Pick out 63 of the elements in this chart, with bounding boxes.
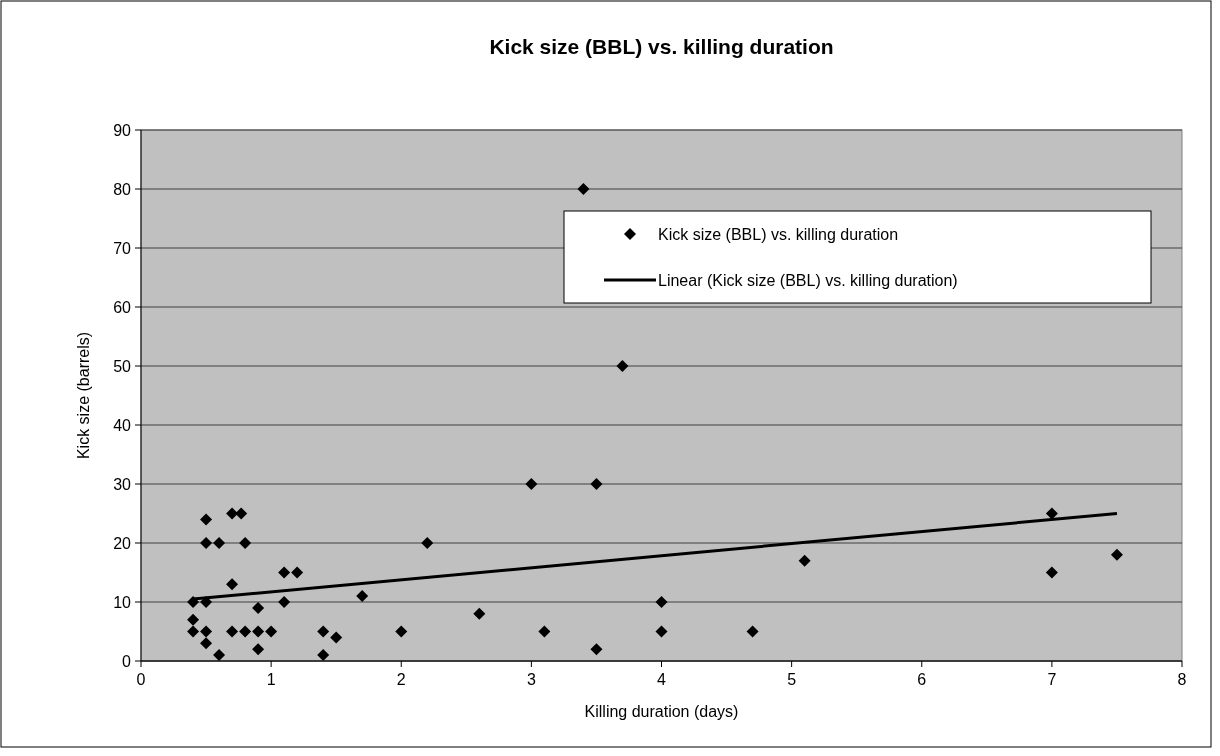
chart-title: Kick size (BBL) vs. killing duration — [489, 35, 834, 58]
point — [395, 625, 408, 638]
x-tick-label: 1 — [266, 671, 276, 688]
x-tick-label: 6 — [917, 671, 927, 688]
point — [200, 637, 213, 650]
legend-label: Kick size (BBL) vs. killing duration — [658, 226, 899, 243]
point — [265, 625, 278, 638]
y-tick-label: 10 — [113, 594, 132, 611]
point — [213, 537, 226, 549]
x-tick-label: 7 — [1047, 671, 1057, 688]
point — [590, 643, 603, 656]
point — [421, 537, 434, 549]
point — [655, 625, 668, 638]
point — [200, 537, 213, 549]
point — [538, 625, 551, 638]
point — [252, 643, 265, 656]
y-tick-label: 80 — [113, 181, 132, 198]
point — [200, 625, 213, 638]
point — [291, 566, 304, 579]
y-tick-label: 50 — [113, 358, 132, 375]
point — [235, 507, 248, 520]
x-axis-title: Killing duration (days) — [584, 703, 739, 720]
x-tick-label: 3 — [526, 671, 536, 688]
point — [330, 631, 343, 644]
y-tick-label: 70 — [113, 240, 132, 257]
point — [577, 183, 590, 195]
point — [252, 601, 265, 614]
point — [278, 566, 291, 579]
point — [278, 596, 291, 608]
y-tick-label: 30 — [113, 476, 132, 493]
point — [200, 513, 213, 526]
point — [317, 625, 330, 638]
y-tick-label: 0 — [122, 653, 132, 670]
y-tick-label: 90 — [113, 122, 132, 139]
point — [473, 607, 486, 620]
y-tick-label: 60 — [113, 299, 132, 316]
point — [525, 478, 538, 490]
point — [317, 649, 330, 662]
y-tick-label: 20 — [113, 535, 132, 552]
point — [226, 625, 239, 638]
point — [226, 578, 239, 591]
point — [1045, 566, 1058, 579]
legend-label: Linear (Kick size (BBL) vs. killing duration) — [658, 272, 958, 289]
x-tick-label: 8 — [1177, 671, 1187, 688]
x-tick-label: 2 — [396, 671, 406, 688]
point — [187, 613, 200, 626]
point — [213, 649, 226, 662]
x-tick-label: 0 — [136, 671, 146, 688]
x-tick-label: 5 — [787, 671, 797, 688]
x-tick-label: 4 — [657, 671, 667, 688]
point — [252, 625, 265, 638]
point — [239, 625, 252, 638]
point — [590, 478, 603, 490]
point — [187, 625, 200, 638]
point — [746, 625, 759, 638]
point — [356, 590, 369, 603]
point — [239, 537, 252, 549]
y-tick-label: 40 — [113, 417, 132, 434]
point — [1110, 548, 1123, 561]
point — [616, 360, 629, 372]
point — [798, 554, 811, 567]
y-axis-title: Kick size (barrels) — [75, 331, 92, 460]
point — [655, 596, 668, 608]
